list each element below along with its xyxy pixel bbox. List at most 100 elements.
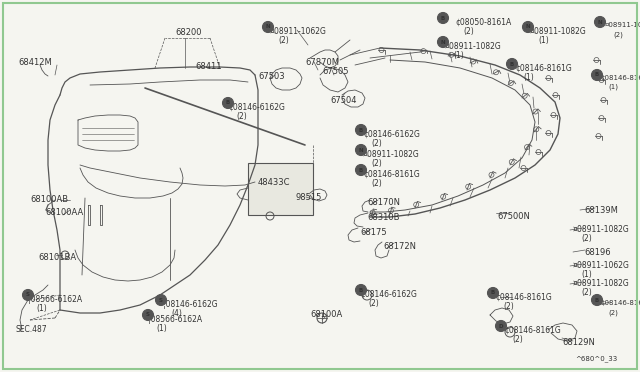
Circle shape (355, 125, 367, 135)
Text: N: N (525, 25, 531, 29)
Circle shape (488, 288, 499, 298)
Text: (2): (2) (613, 31, 623, 38)
Circle shape (223, 97, 234, 109)
Text: 68200: 68200 (175, 28, 202, 37)
Text: B: B (491, 291, 495, 295)
Text: N: N (441, 39, 445, 45)
Text: (2): (2) (581, 288, 592, 297)
Circle shape (591, 295, 602, 305)
Text: B: B (359, 128, 363, 132)
Circle shape (522, 22, 534, 32)
Text: 68175: 68175 (360, 228, 387, 237)
Text: B: B (441, 16, 445, 20)
Text: 68196: 68196 (584, 248, 611, 257)
Text: (2): (2) (368, 299, 379, 308)
Text: SEC.487: SEC.487 (15, 325, 47, 334)
Bar (248, 163, 313, 215)
Text: 67504: 67504 (330, 96, 356, 105)
Text: 68101BA: 68101BA (38, 253, 76, 262)
Text: N: N (266, 25, 270, 29)
Text: N: N (598, 19, 602, 25)
Text: 68129N: 68129N (562, 338, 595, 347)
Text: 68139M: 68139M (584, 206, 618, 215)
Text: ¢08146-6162G: ¢08146-6162G (360, 290, 417, 299)
Text: (2): (2) (512, 335, 523, 344)
Text: ¢08146-8161G: ¢08146-8161G (504, 326, 561, 335)
Text: ¢08146-8161G: ¢08146-8161G (515, 64, 572, 73)
Text: ¦08146-6162G: ¦08146-6162G (163, 300, 218, 309)
Text: ¤08911-1062G: ¤08911-1062G (270, 27, 327, 36)
Text: S: S (159, 298, 163, 302)
Text: B: B (359, 167, 363, 173)
Text: 98515: 98515 (295, 193, 321, 202)
Text: (2): (2) (463, 27, 474, 36)
Text: B: B (595, 298, 599, 302)
Text: (2): (2) (371, 159, 381, 168)
Text: ¢08146-8161G: ¢08146-8161G (600, 300, 640, 306)
Text: B: B (510, 61, 514, 67)
Text: S: S (26, 292, 30, 298)
Text: (1): (1) (538, 36, 548, 45)
Circle shape (143, 310, 154, 321)
Text: B: B (226, 100, 230, 106)
Text: N: N (358, 148, 364, 153)
Text: ¤08911-1082G: ¤08911-1082G (573, 279, 630, 288)
Text: S: S (146, 312, 150, 317)
Text: ¢08146-8161G: ¢08146-8161G (600, 75, 640, 81)
Text: 68100AB: 68100AB (30, 195, 68, 204)
Text: ¢08146-8161G: ¢08146-8161G (495, 293, 552, 302)
Text: ^680^0_33: ^680^0_33 (575, 355, 617, 362)
Text: ¢08146-6162G: ¢08146-6162G (228, 103, 285, 112)
Circle shape (595, 16, 605, 28)
Circle shape (156, 295, 166, 305)
Circle shape (506, 58, 518, 70)
Text: 68310B: 68310B (367, 213, 399, 222)
Text: (4): (4) (171, 309, 182, 318)
Circle shape (355, 285, 367, 295)
Text: (2): (2) (278, 36, 289, 45)
Circle shape (355, 164, 367, 176)
Text: D: D (499, 324, 503, 328)
Text: ¤08911-1082G: ¤08911-1082G (530, 27, 587, 36)
Text: 48433C: 48433C (258, 178, 291, 187)
Text: 67503: 67503 (258, 72, 285, 81)
Circle shape (495, 321, 506, 331)
Text: (2): (2) (371, 139, 381, 148)
Text: (2): (2) (581, 234, 592, 243)
Text: 67870M: 67870M (305, 58, 339, 67)
Text: ¤08911-1082G: ¤08911-1082G (363, 150, 420, 159)
Circle shape (438, 36, 449, 48)
Text: ¢08146-6162G: ¢08146-6162G (363, 130, 420, 139)
Text: 68412M: 68412M (18, 58, 52, 67)
Text: ¢08050-8161A: ¢08050-8161A (455, 18, 511, 27)
Text: 68100AA: 68100AA (45, 208, 83, 217)
Text: 68411: 68411 (195, 62, 221, 71)
Circle shape (22, 289, 33, 301)
Text: ¦08566-6162A: ¦08566-6162A (28, 295, 82, 304)
Text: ¤08911-1062G: ¤08911-1062G (573, 261, 630, 270)
Text: ¦08566-6162A: ¦08566-6162A (148, 315, 202, 324)
Text: (1): (1) (608, 84, 618, 90)
Text: (2): (2) (503, 302, 514, 311)
Circle shape (262, 22, 273, 32)
Text: B: B (359, 288, 363, 292)
Text: (1): (1) (453, 51, 464, 60)
Text: 68170N: 68170N (367, 198, 400, 207)
Text: 68172N: 68172N (383, 242, 416, 251)
Text: (2): (2) (371, 179, 381, 188)
Text: 67505: 67505 (322, 67, 349, 76)
Circle shape (591, 70, 602, 80)
Text: (1): (1) (581, 270, 592, 279)
Circle shape (438, 13, 449, 23)
Text: B: B (595, 73, 599, 77)
Circle shape (355, 144, 367, 155)
Text: ¤08911-1082G: ¤08911-1082G (445, 42, 502, 51)
Text: (1): (1) (36, 304, 47, 313)
Text: ¤08911-1082G: ¤08911-1082G (573, 225, 630, 234)
Text: ¢08146-8161G: ¢08146-8161G (363, 170, 420, 179)
Text: (1): (1) (523, 73, 534, 82)
Text: (2): (2) (236, 112, 247, 121)
Text: (2): (2) (608, 309, 618, 315)
Text: 67500N: 67500N (497, 212, 530, 221)
Text: ¤08911-1082G: ¤08911-1082G (605, 22, 640, 28)
